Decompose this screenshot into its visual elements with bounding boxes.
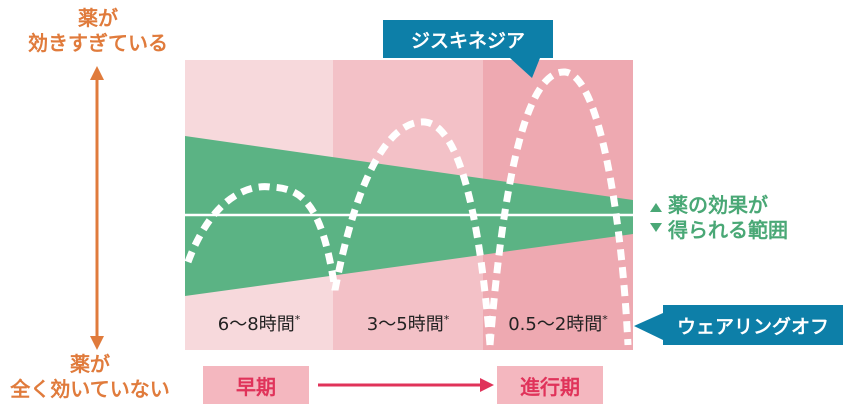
dyskinesia-callout: ジスキネジア	[383, 20, 553, 58]
axis-arrow-head-up	[90, 66, 104, 80]
period-label-2: 3〜5時間*	[366, 313, 450, 335]
stage-early: 早期	[203, 366, 309, 404]
stage-arrow-head	[480, 378, 494, 392]
axis-label-bottom: 薬が 全く効いていない	[10, 352, 170, 401]
period-label-1: 6〜8時間*	[217, 313, 301, 335]
stage-advanced: 進行期	[497, 366, 603, 404]
wearing-off-pointer	[634, 313, 663, 340]
medication-level-curve	[184, 68, 632, 346]
axis-label-top: 薬が 効きすぎている	[28, 6, 168, 55]
range-arrow-head-down	[650, 223, 662, 232]
range-arrow-head-up	[650, 203, 662, 212]
effective-range-label: 薬の効果が 得られる範囲	[668, 193, 788, 242]
axis-arrow-head-down	[90, 336, 104, 350]
wearing-off-callout: ウェアリングオフ	[663, 305, 843, 345]
dyskinesia-pointer	[510, 58, 540, 78]
period-label-3: 0.5〜2時間*	[508, 313, 608, 335]
